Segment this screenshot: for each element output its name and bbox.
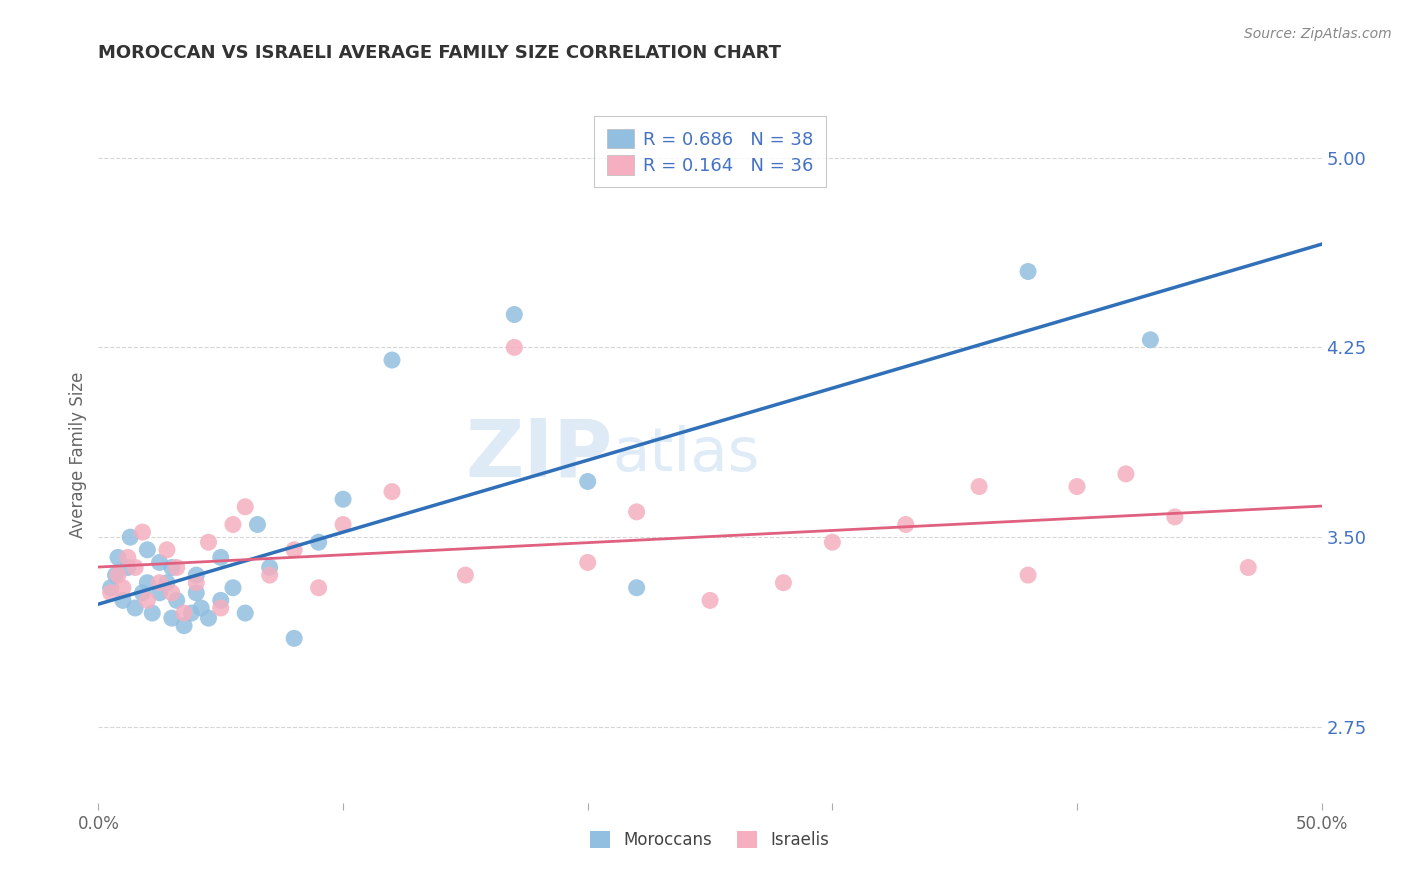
Point (1164, 509, 1187, 524)
Point (160, 586, 183, 600)
Point (104, 568, 127, 582)
Point (1017, 568, 1039, 582)
Point (173, 618, 195, 632)
Y-axis label: Average Family Size: Average Family Size (69, 372, 87, 538)
Point (1139, 333, 1161, 347)
Point (166, 560, 188, 574)
Point (503, 340, 526, 354)
Point (503, 308, 526, 322)
Point (107, 568, 129, 582)
Point (381, 484, 404, 499)
Point (149, 556, 172, 570)
Point (772, 575, 794, 590)
Point (233, 500, 256, 514)
Point (576, 556, 599, 570)
Point (246, 517, 269, 532)
Point (259, 560, 281, 574)
Point (149, 575, 172, 590)
Point (332, 492, 354, 507)
Point (120, 530, 142, 544)
Point (209, 550, 232, 565)
Point (283, 632, 305, 646)
Point (197, 535, 219, 549)
Point (136, 575, 159, 590)
Point (209, 601, 232, 615)
Point (173, 606, 195, 620)
Point (1066, 479, 1088, 493)
Text: MOROCCAN VS ISRAELI AVERAGE FAMILY SIZE CORRELATION CHART: MOROCCAN VS ISRAELI AVERAGE FAMILY SIZE … (98, 45, 782, 62)
Point (332, 517, 354, 532)
Point (117, 550, 139, 565)
Point (136, 593, 159, 607)
Point (308, 581, 330, 595)
Point (131, 525, 153, 540)
Point (166, 593, 188, 607)
Point (626, 581, 648, 595)
Point (186, 586, 208, 600)
Point (124, 601, 146, 615)
Text: ZIP: ZIP (465, 416, 612, 494)
Point (222, 581, 245, 595)
Point (160, 611, 183, 625)
Text: Source: ZipAtlas.com: Source: ZipAtlas.com (1244, 27, 1392, 41)
Point (156, 542, 179, 557)
Point (100, 586, 122, 600)
Point (222, 517, 245, 532)
Point (186, 575, 208, 590)
Point (160, 560, 183, 574)
Point (209, 593, 232, 607)
Point (131, 586, 153, 600)
Point (626, 505, 648, 519)
Point (1115, 467, 1137, 481)
Point (454, 568, 477, 582)
Point (111, 581, 134, 595)
Point (259, 568, 281, 582)
Point (233, 606, 256, 620)
Point (576, 475, 599, 489)
Point (381, 353, 404, 368)
Point (894, 517, 917, 532)
Point (100, 581, 122, 595)
Point (190, 601, 212, 615)
Point (117, 560, 139, 574)
Point (141, 606, 163, 620)
Point (156, 575, 179, 590)
Point (124, 560, 146, 574)
Point (180, 606, 202, 620)
Point (967, 479, 990, 493)
Point (699, 593, 721, 607)
Point (107, 550, 129, 565)
Point (1017, 264, 1039, 278)
Legend: Moroccans, Israelis: Moroccans, Israelis (582, 822, 838, 857)
Text: atlas: atlas (612, 425, 759, 484)
Point (283, 542, 305, 557)
Point (136, 542, 159, 557)
Point (197, 611, 219, 625)
Point (1237, 560, 1260, 574)
Point (111, 593, 134, 607)
Point (186, 568, 208, 582)
Point (821, 535, 844, 549)
Point (308, 535, 330, 549)
Point (149, 586, 172, 600)
